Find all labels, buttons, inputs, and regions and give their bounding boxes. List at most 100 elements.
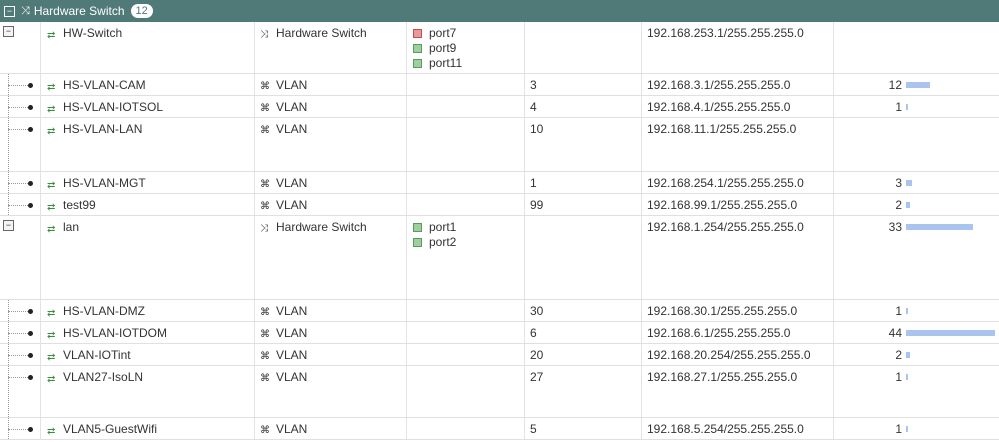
- ref-count[interactable]: 1: [895, 100, 902, 114]
- table-row[interactable]: ⇄ HS-VLAN-IOTDOM ⌘ VLAN 6 192.168.6.1/255.255…: [0, 322, 999, 344]
- table-row[interactable]: ⇄ HS-VLAN-CAM ⌘ VLAN 3 192.168.3.1/255.255.25…: [0, 74, 999, 96]
- tree-node-dot: [28, 353, 33, 358]
- name-cell: ⇄ lan: [41, 216, 255, 299]
- vlan-id: 5: [530, 422, 537, 436]
- name-cell: ⇄ VLAN-IOTint: [41, 344, 255, 365]
- tree-node-dot: [28, 127, 33, 132]
- tree-line: [8, 366, 9, 417]
- vlan-id-cell: [525, 22, 642, 73]
- tree-connector: [8, 129, 30, 130]
- type-cell: ⤨ Hardware Switch: [255, 22, 407, 73]
- members-cell: [407, 96, 525, 117]
- ref-cell: 2: [834, 344, 999, 365]
- tree-node-dot: [28, 375, 33, 380]
- name-cell: ⇄ HS-VLAN-LAN: [41, 118, 255, 171]
- interface-name[interactable]: VLAN-IOTint: [63, 348, 131, 362]
- vlan-id-cell: 30: [525, 300, 642, 321]
- interface-name[interactable]: HW-Switch: [63, 26, 123, 40]
- members-cell: [407, 418, 525, 439]
- interface-icon: ⇄: [47, 374, 56, 385]
- interface-name[interactable]: HS-VLAN-CAM: [63, 78, 146, 92]
- members-cell: port7 port9 port11: [407, 22, 525, 73]
- table-row[interactable]: ⇄ HS-VLAN-LAN ⌘ VLAN 10 192.168.11.1/255.255.…: [0, 118, 999, 172]
- member-port[interactable]: port7: [413, 26, 524, 41]
- table-row[interactable]: ⇄ VLAN-IOTint ⌘ VLAN 20 192.168.20.254/255.25…: [0, 344, 999, 366]
- tree-cell: [0, 118, 41, 171]
- tree-cell: [0, 74, 41, 95]
- members-cell: [407, 194, 525, 215]
- ref-cell: 1: [834, 96, 999, 117]
- interfaces-table: − ⇄ HW-Switch ⤨ Hardware Switch port7 port9 por…: [0, 22, 999, 440]
- type-cell: ⌘ VLAN: [255, 344, 407, 365]
- ref-count[interactable]: 44: [888, 326, 902, 340]
- member-port[interactable]: port11: [413, 56, 524, 71]
- network-icon: ⌘: [260, 373, 270, 384]
- interface-name[interactable]: VLAN5-GuestWifi: [63, 422, 158, 436]
- interface-name[interactable]: HS-VLAN-IOTDOM: [63, 326, 168, 340]
- table-row[interactable]: − ⇄ lan ⤨ Hardware Switch port1 port2 192.168.1…: [0, 216, 999, 300]
- ip-netmask: 192.168.27.1/255.255.255.0: [647, 370, 798, 384]
- members-cell: [407, 74, 525, 95]
- ref-bar: [906, 82, 930, 88]
- ref-bar: [906, 352, 910, 358]
- ip-netmask-cell: 192.168.11.1/255.255.255.0: [642, 118, 834, 171]
- name-cell: ⇄ HS-VLAN-IOTDOM: [41, 322, 255, 343]
- member-port[interactable]: port1: [413, 220, 524, 235]
- group-header-hardware-switch[interactable]: − ⤨ Hardware Switch 12: [0, 0, 999, 22]
- collapse-row-icon[interactable]: −: [3, 220, 14, 231]
- interface-name[interactable]: HS-VLAN-MGT: [63, 176, 146, 190]
- tree-connector: [8, 377, 30, 378]
- network-icon: ⌘: [260, 125, 270, 136]
- ip-netmask: 192.168.30.1/255.255.255.0: [647, 304, 798, 318]
- interface-name[interactable]: HS-VLAN-LAN: [63, 122, 143, 136]
- tree-cell: [0, 322, 41, 343]
- table-row[interactable]: − ⇄ HW-Switch ⤨ Hardware Switch port7 port9 por…: [0, 22, 999, 74]
- ref-bar: [906, 374, 908, 380]
- network-icon: ⌘: [260, 81, 270, 92]
- interface-name[interactable]: lan: [63, 220, 80, 234]
- interface-type: VLAN: [276, 304, 308, 318]
- table-row[interactable]: ⇄ VLAN27-IsoLN ⌘ VLAN 27 192.168.27.1/255.255…: [0, 366, 999, 418]
- tree-node-dot: [28, 203, 33, 208]
- ref-cell: 12: [834, 74, 999, 95]
- table-row[interactable]: ⇄ HS-VLAN-IOTSOL ⌘ VLAN 4 192.168.4.1/255.255…: [0, 96, 999, 118]
- table-row[interactable]: ⇄ HS-VLAN-DMZ ⌘ VLAN 30 192.168.30.1/255.255.…: [0, 300, 999, 322]
- name-cell: ⇄ HS-VLAN-MGT: [41, 172, 255, 193]
- ip-netmask-cell: 192.168.27.1/255.255.255.0: [642, 366, 834, 417]
- table-row[interactable]: ⇄ test99 ⌘ VLAN 99 192.168.99.1/255.255.255.0…: [0, 194, 999, 216]
- tree-line: [8, 322, 9, 343]
- port-icon: [413, 44, 422, 53]
- tree-connector: [8, 311, 30, 312]
- ref-count[interactable]: 2: [895, 198, 902, 212]
- ref-count[interactable]: 1: [895, 304, 902, 318]
- ref-count[interactable]: 2: [895, 348, 902, 362]
- interface-name[interactable]: HS-VLAN-IOTSOL: [63, 100, 164, 114]
- ref-cell: 2: [834, 194, 999, 215]
- port-icon: [413, 238, 422, 247]
- ref-count[interactable]: 3: [895, 176, 902, 190]
- interface-name[interactable]: HS-VLAN-DMZ: [63, 304, 146, 318]
- ref-count[interactable]: 1: [895, 370, 902, 384]
- ref-count[interactable]: 12: [888, 78, 902, 92]
- vlan-id-cell: [525, 216, 642, 299]
- table-row[interactable]: ⇄ VLAN5-GuestWifi ⌘ VLAN 5 192.168.5.254/255.…: [0, 418, 999, 440]
- ref-cell: 44: [834, 322, 999, 343]
- interface-name[interactable]: VLAN27-IsoLN: [63, 370, 144, 384]
- tree-cell: [0, 172, 41, 193]
- ref-cell: 1: [834, 366, 999, 417]
- tree-cell: [0, 366, 41, 417]
- member-port[interactable]: port9: [413, 41, 524, 56]
- ref-count[interactable]: 1: [895, 422, 902, 436]
- table-row[interactable]: ⇄ HS-VLAN-MGT ⌘ VLAN 1 192.168.254.1/255.255.…: [0, 172, 999, 194]
- port-label: port1: [429, 220, 457, 234]
- ref-count[interactable]: 33: [888, 220, 902, 234]
- vlan-id: 99: [530, 198, 544, 212]
- interface-name[interactable]: test99: [63, 198, 96, 212]
- name-cell: ⇄ HS-VLAN-CAM: [41, 74, 255, 95]
- ref-bar: [906, 224, 973, 230]
- collapse-row-icon[interactable]: −: [3, 26, 14, 37]
- tree-line: [8, 118, 9, 171]
- member-port[interactable]: port2: [413, 235, 524, 250]
- collapse-group-icon[interactable]: −: [4, 5, 15, 17]
- ref-bar: [906, 308, 908, 314]
